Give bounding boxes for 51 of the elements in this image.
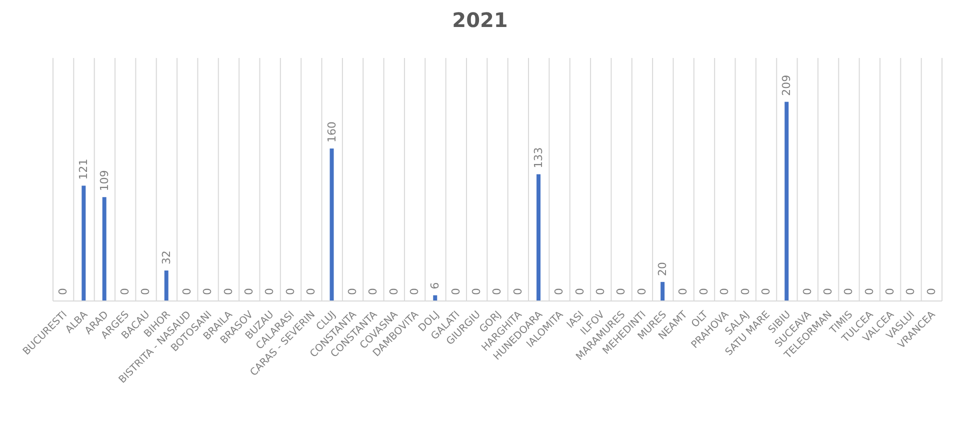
data-label: 0 [180, 288, 194, 295]
data-label: 0 [470, 288, 483, 295]
data-label: 0 [346, 288, 359, 295]
data-label: 133 [532, 147, 546, 168]
data-label: 0 [408, 288, 421, 295]
bar [536, 174, 541, 301]
data-label: 0 [304, 288, 318, 295]
data-label: 6 [428, 282, 442, 290]
data-label: 0 [738, 288, 752, 295]
bar [164, 270, 168, 301]
data-label: 0 [676, 288, 690, 295]
data-label: 0 [387, 288, 400, 295]
data-label: 32 [160, 250, 173, 265]
data-label: 0 [718, 288, 732, 295]
data-label: 0 [697, 288, 710, 295]
data-label: 0 [842, 288, 856, 295]
data-label: 0 [552, 288, 566, 295]
bar [660, 282, 665, 301]
data-label: 160 [325, 122, 338, 143]
data-label: 0 [862, 288, 876, 295]
data-label: 0 [594, 288, 608, 295]
data-label: 0 [366, 288, 380, 295]
bar [784, 102, 789, 301]
data-label: 0 [511, 288, 524, 295]
data-label: 0 [118, 288, 132, 295]
bar [82, 186, 86, 301]
data-label: 0 [490, 288, 504, 295]
data-label: 0 [635, 288, 648, 295]
data-label: 0 [284, 288, 297, 295]
data-label: 0 [139, 288, 152, 295]
data-label: 20 [656, 262, 670, 276]
data-label: 0 [56, 288, 70, 295]
bar [102, 197, 106, 301]
data-label: 0 [222, 288, 235, 295]
data-label: 0 [924, 288, 938, 295]
data-label: 109 [98, 170, 111, 192]
data-label: 0 [759, 288, 772, 295]
data-label: 0 [201, 288, 214, 295]
data-label: 0 [242, 288, 256, 295]
data-label: 209 [780, 74, 794, 96]
chart-title: 2021 [451, 8, 509, 32]
data-label: 0 [573, 288, 586, 295]
data-label: 0 [449, 288, 462, 295]
data-label: 0 [263, 288, 276, 295]
data-label: 0 [904, 288, 918, 295]
bar [330, 148, 334, 301]
data-label: 121 [77, 158, 90, 180]
data-label: 0 [883, 288, 896, 295]
data-label: 0 [614, 288, 628, 295]
data-label: 0 [800, 288, 814, 295]
data-label: 0 [821, 288, 834, 295]
